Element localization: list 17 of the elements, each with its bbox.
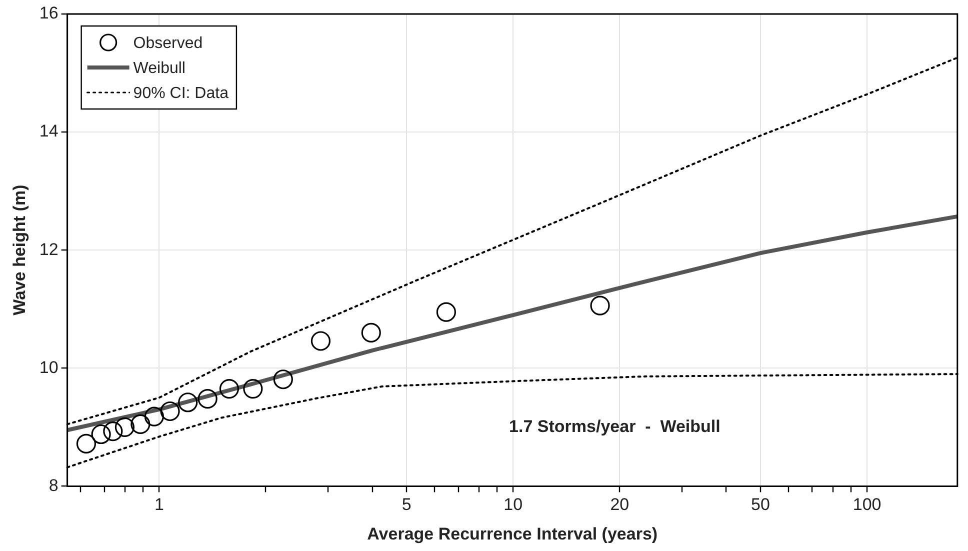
- y-tick-label: 10: [39, 358, 58, 377]
- y-tick-label: 16: [39, 4, 58, 23]
- x-tick-label: 100: [852, 495, 882, 514]
- y-tick-label: 8: [48, 476, 58, 495]
- annotation: 1.7 Storms/year - Weibull: [509, 416, 720, 436]
- x-tick-label: 20: [610, 495, 630, 514]
- x-tick-label: 5: [402, 495, 412, 514]
- legend-label: Observed: [133, 34, 203, 52]
- legend-label: Weibull: [133, 60, 186, 77]
- x-tick-label: 1: [154, 495, 164, 514]
- x-tick-label: 10: [504, 495, 523, 514]
- legend-label: 90% CI: Data: [133, 84, 229, 102]
- y-axis-title: Wave height (m): [10, 184, 29, 316]
- y-tick-label: 12: [39, 240, 58, 259]
- x-axis-title: Average Recurrence Interval (years): [367, 524, 658, 544]
- y-tick-label: 14: [39, 122, 58, 141]
- x-tick-label: 50: [751, 495, 770, 514]
